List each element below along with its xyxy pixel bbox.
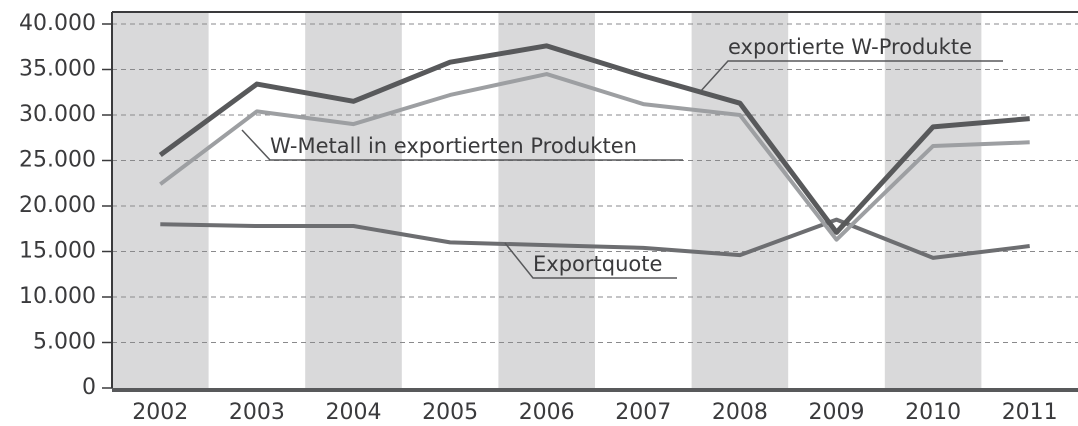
y-tick-label: 30.000 <box>19 102 96 127</box>
series-line <box>158 43 1030 235</box>
stripe <box>498 12 595 388</box>
series-label: W-Metall in exportierten Produkten <box>270 134 637 158</box>
y-tick-label: 40.000 <box>19 11 96 36</box>
y-tick-label: 0 <box>82 375 96 400</box>
series-line <box>159 72 1030 242</box>
stripe <box>305 12 402 388</box>
leader-line <box>241 129 683 161</box>
y-tick-label: 15.000 <box>19 239 96 264</box>
series-line <box>160 217 1030 260</box>
x-tick-label: 2003 <box>229 400 285 425</box>
y-tick-label: 25.000 <box>19 148 96 173</box>
y-tick-label: 35.000 <box>19 57 96 82</box>
y-tick-label: 20.000 <box>19 193 96 218</box>
stripe <box>884 12 982 388</box>
stripe <box>691 12 789 388</box>
y-tick-label: 10.000 <box>19 284 96 309</box>
series-label: Exportquote <box>533 252 662 276</box>
x-tick-label: 2010 <box>905 400 961 425</box>
x-tick-label: 2002 <box>132 400 188 425</box>
y-tick-label: 5.000 <box>33 330 96 355</box>
x-tick-label: 2006 <box>519 400 575 425</box>
x-tick-label: 2011 <box>1002 400 1058 425</box>
x-tick-label: 2008 <box>712 400 768 425</box>
x-tick-label: 2005 <box>422 400 478 425</box>
stripe <box>112 12 209 388</box>
x-tick-label: 2004 <box>326 400 382 425</box>
x-axis <box>112 388 1078 392</box>
x-tick-label: 2007 <box>615 400 671 425</box>
leader-line <box>699 60 1003 93</box>
x-tick-label: 2009 <box>809 400 865 425</box>
leader-line <box>504 242 677 279</box>
series-label: exportierte W-Produkte <box>728 35 972 59</box>
